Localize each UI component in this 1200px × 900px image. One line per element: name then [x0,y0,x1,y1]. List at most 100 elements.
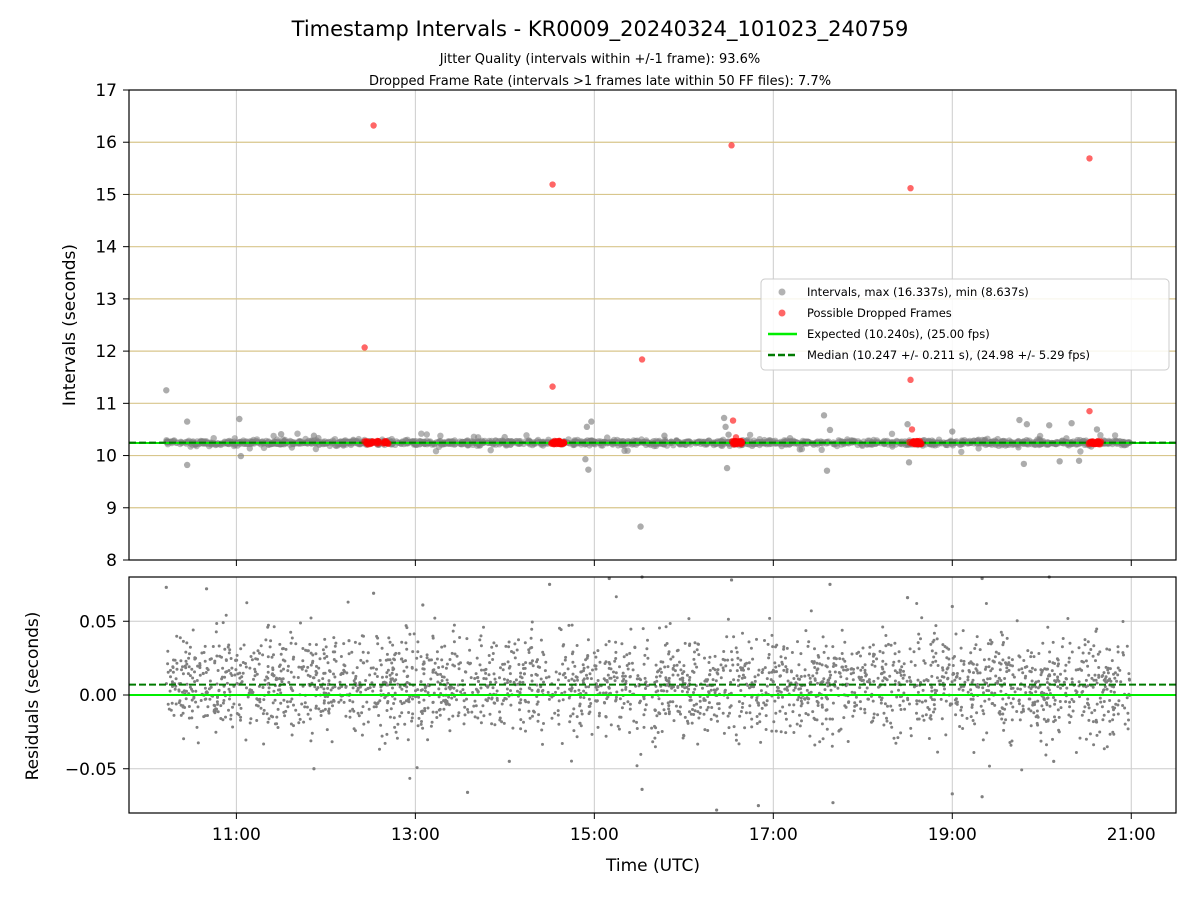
residual-band-point [1092,644,1096,648]
residual-band-point [934,624,938,628]
residual-band-point [192,695,196,699]
residual-band-point [837,671,841,674]
legend-intervals-label: Intervals, max (16.337s), min (8.637s) [807,285,1029,299]
residual-band-point [181,672,185,676]
residual-band-point [743,662,747,666]
residual-band-point [594,685,598,689]
residual-band-point [941,668,945,672]
residual-band-point [1066,617,1070,620]
residual-band-point [498,676,501,680]
residual-band-point [776,696,780,700]
residual-band-point [580,712,584,716]
residual-band-point [309,616,313,620]
residual-point [1052,759,1056,763]
residual-band-point [654,663,658,667]
residual-band-point [573,664,577,668]
residual-band-point [930,685,934,689]
residual-band-point [450,651,454,655]
residual-band-point [1034,690,1038,694]
residual-band-point [1087,673,1091,677]
residual-band-point [389,707,393,711]
dropped-frame-point [370,122,377,129]
residual-band-point [1004,718,1008,722]
residual-band-point [339,655,343,658]
residual-band-point [698,711,702,715]
residual-band-point [561,662,565,666]
residual-band-point [1042,717,1046,721]
residual-band-point [628,651,632,655]
residual-band-point [263,678,267,682]
residual-band-point [579,670,583,674]
residual-band-point [479,721,483,725]
interval-point [1020,460,1028,468]
residual-band-point [679,712,682,716]
residual-band-point [913,663,917,667]
residual-band-point [448,729,452,733]
residual-band-point [1113,676,1117,680]
interval-band-point [418,430,425,437]
residual-band-point [1024,691,1028,695]
residual-band-point [626,667,630,671]
residual-band-point [1116,703,1120,707]
residual-band-point [479,644,483,648]
residual-band-point [1088,732,1092,736]
residual-band-point [618,665,621,669]
residual-band-point [693,662,697,666]
residual-band-point [571,660,575,664]
residual-band-point [994,674,998,678]
residual-band-point [878,649,882,653]
residual-band-point [1048,650,1052,654]
residual-band-point [524,661,528,665]
residual-band-point [1042,697,1046,701]
residual-band-point [1111,718,1115,722]
residual-band-point [1036,686,1040,690]
residual-band-point [185,641,189,645]
residual-band-point [935,676,939,680]
residual-band-point [1094,678,1098,682]
residual-band-point [282,698,286,702]
residual-band-point [692,691,695,694]
residual-band-point [550,716,554,720]
residual-band-point [351,671,355,675]
residual-band-point [982,691,985,695]
residual-band-point [360,634,364,638]
residual-band-point [459,690,463,694]
residual-band-point [385,732,389,736]
residual-band-point [224,613,228,617]
residual-band-point [1100,705,1104,709]
residual-band-point [777,664,781,668]
residual-band-point [1102,700,1106,703]
residual-band-point [265,712,269,716]
residual-band-point [831,732,835,736]
residual-band-point [941,643,945,647]
residual-band-point [245,686,248,690]
residual-band-point [532,710,536,714]
residual-band-point [770,633,774,637]
residual-band-point [951,664,955,667]
residual-band-point [1016,687,1020,691]
residual-band-point [1022,659,1026,662]
residual-band-point [388,715,392,719]
residual-band-point [632,719,636,723]
residual-band-point [206,714,209,717]
residual-band-point [1068,705,1072,709]
residual-band-point [613,679,617,683]
residual-band-point [423,709,427,713]
residual-band-point [481,704,485,708]
residual-band-point [308,642,312,646]
residuals-ytick-label: −0.05 [65,760,117,780]
residual-band-point [1032,655,1036,659]
residual-band-point [391,686,394,690]
residual-band-point [708,668,712,672]
residual-band-point [987,665,991,669]
residual-band-point [953,655,956,658]
residual-band-point [476,690,480,694]
residual-band-point [1070,680,1074,684]
residual-band-point [999,689,1003,693]
residual-band-point [787,703,791,707]
residual-band-point [183,706,187,709]
residual-band-point [227,708,230,712]
residual-band-point [915,702,919,706]
residual-band-point [782,645,786,649]
residual-band-point [292,675,296,679]
